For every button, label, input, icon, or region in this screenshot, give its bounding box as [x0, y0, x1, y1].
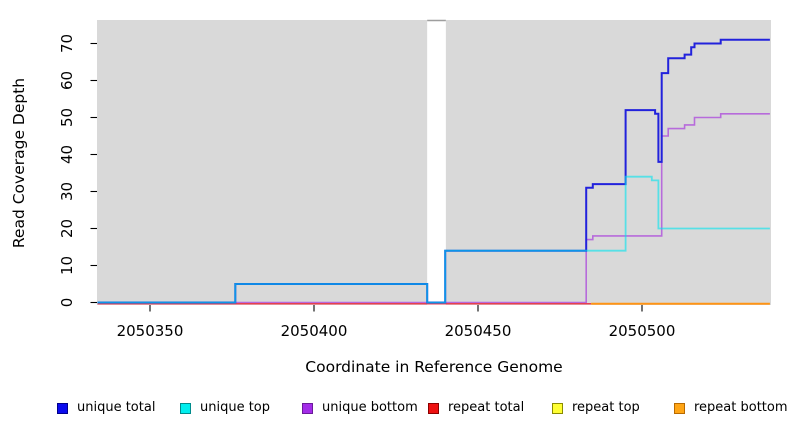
legend-item-repeat-total: repeat total — [428, 398, 524, 418]
y-axis-title: Read Coverage Depth — [10, 77, 28, 248]
x-tick-label: 2050350 — [117, 322, 184, 340]
legend-label: repeat top — [572, 400, 640, 415]
legend-label: unique bottom — [322, 400, 418, 415]
legend-item-unique-bottom: unique bottom — [302, 398, 418, 418]
y-tick-label: 30 — [58, 182, 76, 201]
legend-label: unique total — [77, 400, 156, 415]
repeat-top-swatch-icon — [552, 402, 563, 414]
legend-item-repeat-top: repeat top — [552, 398, 640, 418]
y-tick-label: 60 — [58, 71, 76, 90]
unique-top-swatch-icon — [180, 402, 191, 414]
x-tick-label: 2050500 — [609, 322, 676, 340]
legend: unique total unique top unique bottom re… — [0, 398, 792, 422]
legend-item-unique-top: unique top — [180, 398, 270, 418]
y-tick-label: 10 — [58, 256, 76, 275]
y-tick-label: 70 — [58, 34, 76, 53]
no-coverage-gap — [427, 20, 446, 305]
x-tick-label: 2050400 — [281, 322, 348, 340]
repeat-total-swatch-icon — [428, 402, 439, 414]
legend-item-unique-total: unique total — [57, 398, 155, 418]
unique-bottom-swatch-icon — [302, 402, 313, 414]
x-tick-label: 2050450 — [445, 322, 512, 340]
legend-label: repeat total — [448, 400, 525, 415]
series-line-unique-top — [97, 175, 770, 304]
y-tick-label: 0 — [58, 298, 76, 308]
legend-label: repeat bottom — [694, 400, 788, 415]
legend-item-repeat-bottom: repeat bottom — [674, 398, 788, 418]
unique-total-swatch-icon — [57, 402, 68, 414]
series-line-unique-bottom — [97, 113, 770, 304]
repeat-bottom-swatch-icon — [674, 402, 685, 414]
y-tick-label: 50 — [58, 108, 76, 127]
y-axis-title-wrap: Read Coverage Depth — [6, 20, 32, 305]
y-tick-label: 40 — [58, 145, 76, 164]
x-axis-title: Coordinate in Reference Genome — [305, 358, 563, 376]
y-tick-label: 20 — [58, 219, 76, 238]
legend-label: unique top — [200, 400, 271, 415]
